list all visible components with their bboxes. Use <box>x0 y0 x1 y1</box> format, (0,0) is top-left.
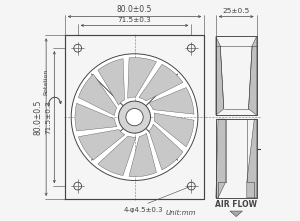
Polygon shape <box>247 119 256 198</box>
Polygon shape <box>149 124 183 170</box>
Polygon shape <box>98 136 136 175</box>
Text: 71.5±0.3: 71.5±0.3 <box>45 100 51 134</box>
Polygon shape <box>216 36 224 115</box>
Text: Unit:mm: Unit:mm <box>166 210 196 216</box>
Polygon shape <box>230 211 242 217</box>
Polygon shape <box>216 119 226 198</box>
Text: 80.0±0.5: 80.0±0.5 <box>117 5 152 14</box>
Circle shape <box>118 101 151 133</box>
Text: AIR FLOW: AIR FLOW <box>215 200 257 209</box>
Polygon shape <box>78 130 125 160</box>
Circle shape <box>71 54 198 181</box>
Polygon shape <box>129 133 157 177</box>
Text: 71.5±0.3: 71.5±0.3 <box>118 17 152 23</box>
Text: 80.0±0.5: 80.0±0.5 <box>34 99 43 135</box>
Text: Rotation: Rotation <box>43 69 48 95</box>
Polygon shape <box>78 74 117 116</box>
Polygon shape <box>149 88 194 114</box>
Text: 25±0.5: 25±0.5 <box>223 8 250 14</box>
Polygon shape <box>139 64 183 101</box>
Polygon shape <box>249 36 256 115</box>
Circle shape <box>126 109 143 126</box>
Text: 4-φ4.5±0.3: 4-φ4.5±0.3 <box>124 207 163 213</box>
Polygon shape <box>98 59 124 105</box>
Polygon shape <box>154 113 194 147</box>
Polygon shape <box>75 103 117 131</box>
Polygon shape <box>128 58 157 98</box>
